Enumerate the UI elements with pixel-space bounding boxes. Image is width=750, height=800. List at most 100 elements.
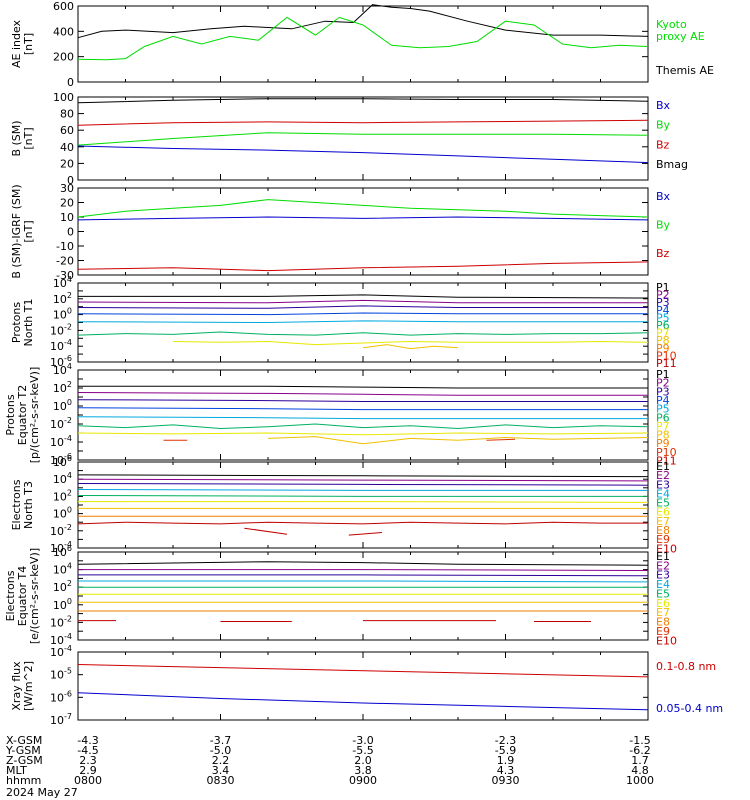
series-line-e1	[77, 474, 649, 478]
legend-entry: By	[656, 119, 671, 132]
panel-7: 10-4 10-2 100 102 104 106 ElectronsEquator T4[…	[4, 544, 677, 647]
series-line-e2	[78, 569, 649, 571]
legend-entry: P4	[656, 304, 670, 317]
legend-entry: E7	[656, 515, 670, 528]
footer-value: 1.9	[497, 754, 515, 767]
y-tick-label: 10-2	[50, 523, 72, 538]
legend-entry: E3	[656, 478, 670, 491]
series-line-p2	[77, 392, 648, 396]
series-line-p8	[267, 436, 649, 445]
y-tick-label: 60	[60, 124, 74, 137]
legend-entry: E6	[656, 597, 670, 610]
footer-value: 0830	[207, 774, 235, 787]
legend-entry: Themis AE	[655, 64, 714, 77]
legend-entry: P11	[656, 455, 677, 468]
series-line-kyoto-proxy-ae	[77, 16, 649, 61]
legend-entry: 0.1-0.8 nm	[656, 660, 716, 673]
y-tick-label: 10-4	[50, 338, 72, 353]
y-tick-label: 106	[53, 454, 72, 469]
legend-entry: Bz	[656, 247, 670, 260]
legend-entry: Kyoto proxy AE	[656, 18, 705, 43]
footer-value: -4.5	[77, 744, 98, 757]
footer-row-label: Y-GSM	[5, 744, 41, 757]
series-line-e5	[77, 495, 648, 497]
panel-frame	[77, 651, 649, 721]
footer-value: 1.7	[631, 754, 649, 767]
legend-entry: E10	[656, 542, 677, 555]
y-tick-label: 30	[60, 182, 74, 195]
legend-entry: E2	[656, 559, 670, 572]
series-line-e3	[78, 574, 649, 577]
series-line-p4	[77, 312, 648, 316]
y-tick-label: 10-6	[50, 354, 72, 369]
legend-entry: E1	[656, 460, 670, 473]
legend-entry: P3	[656, 296, 670, 309]
y-tick-label: 10-2	[50, 322, 72, 337]
y-tick-label: 20	[60, 157, 74, 170]
series-line-p3	[77, 305, 648, 309]
footer-row-label: hhmm	[6, 774, 41, 787]
footer-value: -5.0	[210, 744, 231, 757]
y-tick-label: 10-4	[50, 644, 72, 659]
legend-entry: P6	[656, 411, 670, 424]
footer-value: 0800	[74, 774, 102, 787]
series-line-0-05-0-4-nm	[77, 692, 649, 711]
series-line-bz	[77, 119, 649, 126]
legend-entry: E2	[656, 469, 670, 482]
y-tick-label: 200	[53, 51, 74, 64]
y-axis-label: B (SM)[nT]	[10, 120, 35, 156]
y-tick-label: 102	[53, 291, 72, 306]
panel-frame	[77, 96, 649, 181]
series-line-e1	[77, 561, 649, 566]
series-line-p3	[77, 399, 648, 402]
legend-entry: P8	[656, 334, 670, 347]
y-axis-label: ElectronsNorth T3	[10, 479, 35, 530]
y-tick-label: 20	[60, 197, 74, 210]
legend-entry: P5	[656, 403, 670, 416]
series-line-p10b	[486, 438, 516, 441]
footer-value: -6.2	[629, 744, 650, 757]
footer-value: 0930	[492, 774, 520, 787]
series-line-p2	[77, 299, 648, 304]
legend-entry: E9	[656, 533, 670, 546]
y-tick-label: 10-6	[50, 452, 72, 467]
legend-entry: E7	[656, 606, 670, 619]
y-tick-label: 0	[67, 174, 74, 187]
y-tick-label: 10-4	[50, 540, 72, 555]
y-tick-label: 102	[53, 579, 72, 594]
y-tick-label: 104	[53, 471, 72, 486]
legend-entry: P10	[656, 349, 677, 362]
legend-entry: P7	[656, 420, 670, 433]
legend-entry: E5	[656, 497, 670, 510]
footer-value: 2.3	[79, 754, 97, 767]
panel-2: 0 20 40 60 80 100 B (SM)[nT] Bx By Bz Bmag	[10, 91, 688, 187]
y-tick-label: 102	[53, 380, 72, 395]
legend-entry: Bx	[656, 190, 671, 203]
series-line-e10c	[348, 532, 383, 536]
panel-frame	[77, 369, 649, 461]
series-line-p5	[77, 320, 648, 324]
y-tick-label: 10	[60, 211, 74, 224]
series-line-bz	[77, 261, 649, 272]
y-tick-label: 80	[60, 108, 74, 121]
y-tick-label: 106	[53, 544, 72, 559]
series-line-p4	[77, 407, 648, 411]
series-line-bx	[77, 216, 649, 221]
y-tick-label: 100	[53, 398, 72, 413]
legend-entry: P8	[656, 429, 670, 442]
footer-value: 2.9	[79, 764, 97, 777]
y-axis-label: AE index[nT]	[10, 19, 35, 68]
y-tick-label: -30	[56, 269, 74, 282]
y-tick-label: 104	[53, 562, 72, 577]
footer-value: 4.8	[631, 764, 649, 777]
legend-entry: E8	[656, 616, 670, 629]
y-tick-label: -20	[56, 255, 74, 268]
legend-entry: P7	[656, 327, 670, 340]
legend-entry: P1	[656, 368, 670, 381]
legend-entry: P2	[656, 289, 670, 302]
y-tick-label: 100	[53, 307, 72, 322]
footer-value: 4.3	[497, 764, 515, 777]
y-tick-label: 100	[53, 506, 72, 521]
y-tick-label: 100	[53, 597, 72, 612]
y-tick-label: 10-5	[50, 667, 72, 682]
